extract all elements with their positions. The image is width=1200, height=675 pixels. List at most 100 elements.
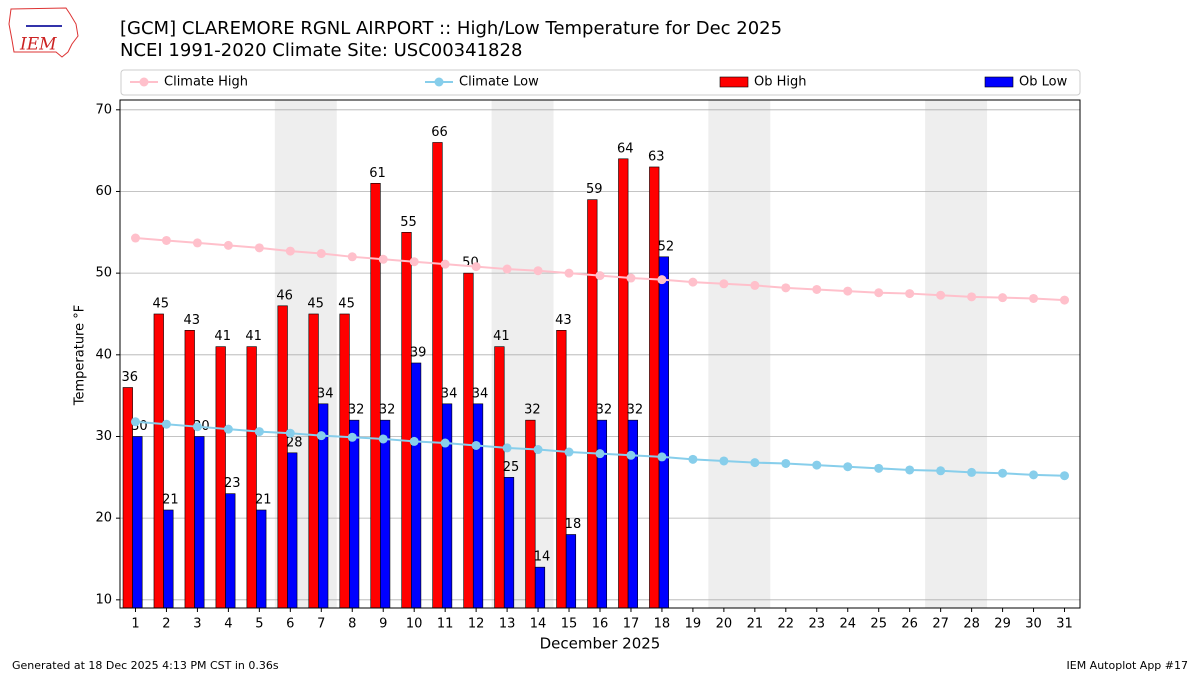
weekend-shade [925,100,988,608]
data-label: 41 [214,329,231,344]
data-label: 32 [379,403,396,418]
point [285,246,295,256]
point [471,262,481,272]
x-tick-label: 22 [778,617,795,632]
point [936,290,946,300]
x-tick-label: 17 [623,617,640,632]
bar [380,419,391,609]
point [347,252,357,262]
point [378,434,388,444]
chart-subtitle: NCEI 1991-2020 Climate Site: USC00341828 [120,40,522,61]
point [595,449,605,459]
bar [349,419,360,609]
y-axis-label: Temperature °F [73,305,88,406]
footer-right: IEM Autoplot App #17 [1067,659,1189,672]
x-tick-label: 21 [747,617,764,632]
bar [534,566,546,609]
data-label: 14 [534,550,551,565]
point [533,445,543,455]
data-label: 21 [162,492,179,507]
x-tick-label: 13 [499,617,516,632]
logo: IEM [8,7,79,58]
point [564,268,574,278]
point [719,279,729,289]
bar [627,419,638,609]
data-label: 41 [493,329,510,344]
legend-swatch [984,76,1014,88]
data-label: 34 [472,386,489,401]
point [812,284,822,294]
x-tick-label: 27 [932,617,949,632]
bar [401,232,412,609]
point [967,467,977,477]
data-label: 63 [648,149,665,164]
y-tick-label: 70 [95,102,112,117]
bar [339,313,350,609]
legend-label: Ob Low [1019,75,1068,90]
point [781,283,791,293]
data-label: 46 [276,288,293,303]
point [905,289,915,299]
bar [194,436,205,609]
chart-title: [GCM] CLAREMORE RGNL AIRPORT :: High/Low… [120,18,782,39]
data-label: 61 [369,166,386,181]
point [657,452,667,462]
x-tick-label: 5 [255,617,263,632]
x-tick-label: 16 [592,617,609,632]
bar [225,493,236,609]
x-tick-label: 1 [131,617,139,632]
x-tick-label: 23 [809,617,826,632]
footer-left: Generated at 18 Dec 2025 4:13 PM CST in … [12,659,279,672]
bar [463,272,474,609]
logo-text: IEM [19,35,57,55]
bar [277,305,288,609]
x-tick-label: 24 [839,617,856,632]
point [316,249,326,259]
x-tick-label: 14 [530,617,547,632]
point [967,292,977,302]
data-label: 32 [348,403,365,418]
legend-box [120,69,1081,96]
bar [153,313,164,609]
data-label: 43 [555,313,572,328]
x-tick-label: 25 [870,617,887,632]
x-tick-label: 31 [1056,617,1073,632]
point [1060,295,1070,305]
point [316,431,326,441]
point [254,427,264,437]
bar [441,403,453,609]
bar [494,346,505,609]
bar [618,158,629,609]
bar [256,509,267,609]
point [1060,471,1070,481]
data-label: 52 [658,239,675,254]
point [688,277,698,287]
bar [184,330,195,609]
point [812,460,822,470]
point [471,440,481,450]
point [719,456,729,466]
point [564,447,574,457]
bar [132,436,143,609]
bar [596,419,608,609]
point [750,458,760,468]
bar [370,183,381,609]
point [843,286,853,296]
bar [556,330,567,609]
bar [246,346,257,609]
data-label: 41 [245,329,262,344]
x-tick-label: 18 [654,617,671,632]
data-label: 45 [152,296,169,311]
point [1029,293,1039,303]
y-tick-label: 20 [95,511,112,526]
legend-swatch [719,76,749,88]
bar [565,534,577,609]
x-tick-label: 2 [162,617,170,632]
y-tick-label: 40 [95,347,112,362]
x-tick-label: 30 [1025,617,1042,632]
point [192,422,202,432]
bar [472,403,484,609]
point [998,468,1008,478]
point [409,436,419,446]
